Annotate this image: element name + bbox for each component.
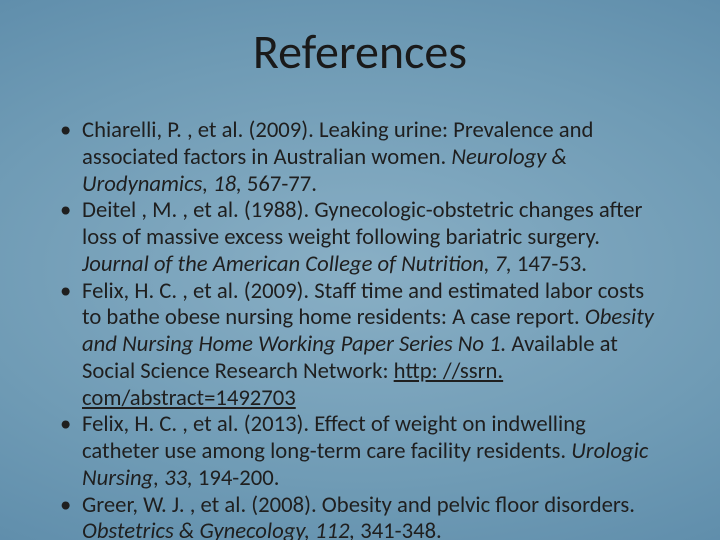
ref-suffix: 194-200. [193,464,280,492]
reference-item: Deitel , M. , et al. (1988). Gynecologic… [82,197,664,277]
references-list: Chiarelli, P. , et al. (2009). Leaking u… [56,117,664,540]
reference-item: Greer, W. J. , et al. (2008). Obesity an… [82,492,664,540]
ref-prefix: Greer, W. J. , et al. (2008). Obesity an… [82,491,635,519]
reference-item: Chiarelli, P. , et al. (2009). Leaking u… [82,117,664,197]
ref-suffix: 567-77. [242,170,317,198]
ref-prefix: Deitel , M. , et al. (1988). Gynecologic… [82,196,642,251]
ref-journal: Journal of the American College of Nutri… [82,250,512,278]
ref-prefix: Felix, H. C. , et al. (2009). Staff time… [82,277,644,332]
slide-title: References [56,22,664,81]
slide-container: References Chiarelli, P. , et al. (2009)… [0,0,720,540]
reference-item: Felix, H. C. , et al. (2009). Staff time… [82,278,664,412]
reference-item: Felix, H. C. , et al. (2013). Effect of … [82,411,664,491]
ref-journal: Obstetrics & Gynecology, 112, [82,517,355,540]
ref-suffix: 147-53. [512,250,587,278]
ref-suffix: 341-348. [355,517,442,540]
ref-prefix: Felix, H. C. , et al. (2013). Effect of … [82,410,586,465]
